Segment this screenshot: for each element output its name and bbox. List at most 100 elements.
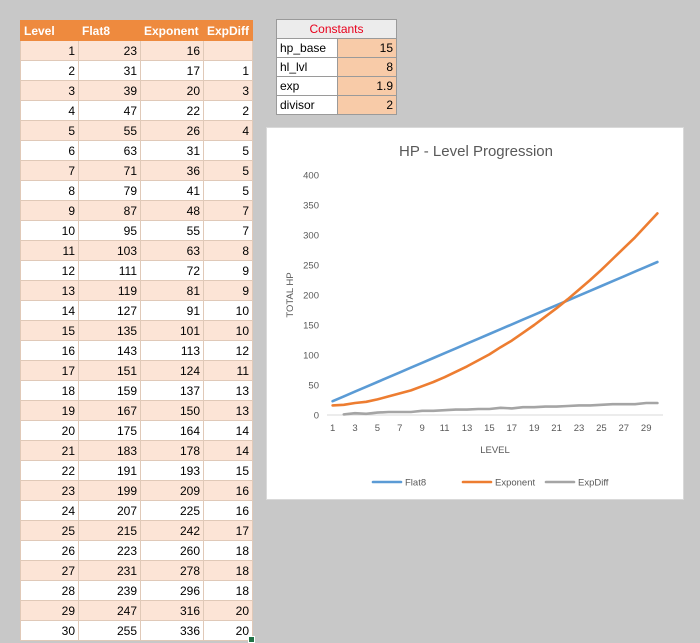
constant-value[interactable]: 8 (337, 57, 397, 77)
column-header-expdiff[interactable]: ExpDiff (203, 20, 253, 41)
column-header-flat8[interactable]: Flat8 (78, 20, 141, 41)
chart-panel[interactable]: HP - Level Progression 0 50 100 150 200 250 300… (266, 127, 684, 500)
table-cell[interactable]: 164 (140, 420, 204, 441)
table-cell[interactable]: 207 (78, 500, 141, 521)
column-header-exponent[interactable]: Exponent (140, 20, 204, 41)
table-cell[interactable]: 5 (203, 160, 253, 181)
table-cell[interactable]: 16 (203, 500, 253, 521)
constant-value[interactable]: 2 (337, 95, 397, 115)
fill-handle[interactable] (248, 636, 255, 643)
constant-name[interactable]: hl_lvl (276, 57, 338, 77)
table-cell[interactable]: 95 (78, 220, 141, 241)
table-cell[interactable]: 135 (78, 320, 141, 341)
table-cell[interactable]: 22 (20, 460, 79, 481)
table-cell[interactable]: 14 (203, 420, 253, 441)
table-cell[interactable]: 19 (20, 400, 79, 421)
table-cell[interactable]: 14 (20, 300, 79, 321)
table-cell[interactable]: 47 (78, 100, 141, 121)
table-cell[interactable]: 13 (20, 280, 79, 301)
table-cell[interactable]: 3 (20, 80, 79, 101)
table-cell[interactable]: 159 (78, 380, 141, 401)
table-cell[interactable]: 193 (140, 460, 204, 481)
constant-value[interactable]: 1.9 (337, 76, 397, 96)
table-cell[interactable]: 23 (20, 480, 79, 501)
table-cell[interactable]: 178 (140, 440, 204, 461)
table-cell[interactable]: 150 (140, 400, 204, 421)
table-cell[interactable]: 316 (140, 600, 204, 621)
table-cell[interactable]: 16 (203, 480, 253, 501)
table-cell[interactable]: 8 (203, 240, 253, 261)
table-cell[interactable]: 18 (20, 380, 79, 401)
table-cell[interactable]: 119 (78, 280, 141, 301)
table-cell[interactable]: 101 (140, 320, 204, 341)
table-cell[interactable]: 223 (78, 540, 141, 561)
table-cell[interactable]: 7 (20, 160, 79, 181)
table-cell[interactable]: 18 (203, 560, 253, 581)
table-cell[interactable]: 209 (140, 480, 204, 501)
column-header-level[interactable]: Level (20, 20, 79, 41)
table-cell[interactable]: 9 (203, 260, 253, 281)
table-cell[interactable]: 296 (140, 580, 204, 601)
constant-name[interactable]: divisor (276, 95, 338, 115)
table-cell[interactable]: 278 (140, 560, 204, 581)
table-cell[interactable]: 22 (140, 100, 204, 121)
table-cell[interactable]: 113 (140, 340, 204, 361)
table-cell[interactable]: 10 (20, 220, 79, 241)
table-cell[interactable]: 14 (203, 440, 253, 461)
table-cell[interactable]: 28 (20, 580, 79, 601)
table-cell[interactable]: 191 (78, 460, 141, 481)
table-cell[interactable]: 18 (203, 580, 253, 601)
table-cell[interactable]: 6 (20, 140, 79, 161)
table-cell[interactable]: 87 (78, 200, 141, 221)
table-cell[interactable]: 11 (20, 240, 79, 261)
constant-name[interactable]: hp_base (276, 38, 338, 58)
table-cell[interactable]: 336 (140, 620, 204, 641)
constants-title[interactable]: Constants (276, 19, 397, 39)
table-cell[interactable]: 15 (203, 460, 253, 481)
table-cell[interactable]: 111 (78, 260, 141, 281)
table-cell[interactable]: 30 (20, 620, 79, 641)
table-cell[interactable]: 41 (140, 180, 204, 201)
table-cell[interactable]: 5 (20, 120, 79, 141)
table-cell[interactable]: 199 (78, 480, 141, 501)
table-cell[interactable]: 4 (20, 100, 79, 121)
table-cell[interactable]: 63 (78, 140, 141, 161)
table-cell[interactable]: 18 (203, 540, 253, 561)
table-cell[interactable]: 17 (20, 360, 79, 381)
table-cell[interactable]: 72 (140, 260, 204, 281)
table-cell[interactable]: 55 (78, 120, 141, 141)
table-cell[interactable]: 17 (140, 60, 204, 81)
table-cell[interactable]: 3 (203, 80, 253, 101)
table-cell[interactable]: 91 (140, 300, 204, 321)
table-cell[interactable]: 71 (78, 160, 141, 181)
table-cell[interactable]: 17 (203, 520, 253, 541)
table-cell[interactable]: 26 (20, 540, 79, 561)
table-cell[interactable]: 2 (203, 100, 253, 121)
table-cell[interactable]: 36 (140, 160, 204, 181)
table-cell[interactable]: 8 (20, 180, 79, 201)
table-cell[interactable]: 231 (78, 560, 141, 581)
table-cell[interactable]: 175 (78, 420, 141, 441)
table-cell[interactable]: 13 (203, 400, 253, 421)
table-cell[interactable]: 20 (140, 80, 204, 101)
table-cell[interactable]: 4 (203, 120, 253, 141)
table-cell[interactable]: 25 (20, 520, 79, 541)
table-cell[interactable]: 10 (203, 320, 253, 341)
table-cell[interactable]: 124 (140, 360, 204, 381)
table-cell[interactable]: 20 (203, 620, 255, 643)
table-cell[interactable]: 7 (203, 220, 253, 241)
table-cell[interactable]: 137 (140, 380, 204, 401)
table-cell[interactable]: 79 (78, 180, 141, 201)
table-cell[interactable]: 260 (140, 540, 204, 561)
table-cell[interactable]: 9 (203, 280, 253, 301)
table-cell[interactable]: 143 (78, 340, 141, 361)
table-cell[interactable]: 215 (78, 520, 141, 541)
table-cell[interactable]: 1 (20, 40, 79, 61)
table-cell[interactable]: 16 (140, 40, 204, 61)
table-cell[interactable]: 15 (20, 320, 79, 341)
table-cell[interactable]: 81 (140, 280, 204, 301)
table-cell[interactable]: 7 (203, 200, 253, 221)
table-cell[interactable]: 167 (78, 400, 141, 421)
table-cell[interactable]: 20 (203, 600, 253, 621)
table-cell[interactable]: 2 (20, 60, 79, 81)
